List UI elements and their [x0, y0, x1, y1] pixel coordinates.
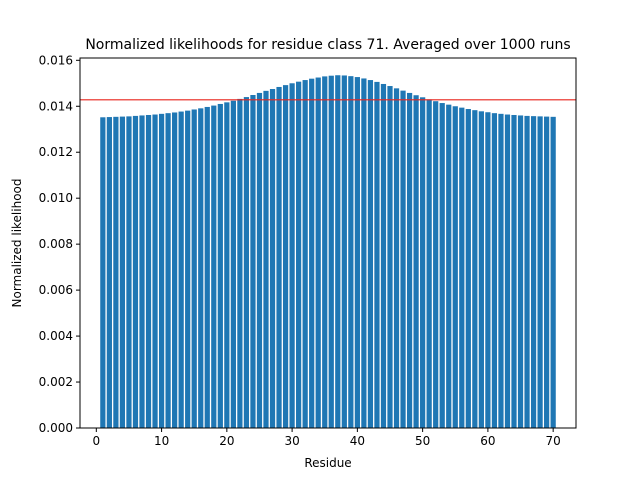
- bar: [204, 106, 210, 428]
- bar: [380, 83, 387, 428]
- bar: [452, 106, 458, 428]
- bar: [446, 104, 452, 429]
- bar: [309, 78, 315, 429]
- y-tick-label: 0.010: [39, 191, 73, 205]
- bar: [282, 85, 289, 429]
- bar: [393, 88, 400, 428]
- bars-group: [100, 75, 556, 429]
- bar: [374, 81, 380, 429]
- bar: [433, 101, 439, 428]
- x-tick-label: 20: [219, 434, 234, 448]
- bar: [361, 78, 367, 428]
- y-tick-label: 0.006: [39, 283, 73, 297]
- bar: [485, 112, 491, 429]
- bar: [276, 86, 282, 429]
- y-tick-label: 0.008: [39, 237, 73, 251]
- bar: [172, 112, 178, 428]
- x-tick-label: 30: [284, 434, 299, 448]
- bar: [191, 109, 197, 428]
- bar: [230, 100, 236, 428]
- bar: [132, 115, 139, 428]
- bar: [139, 115, 145, 428]
- x-tick-label: 40: [350, 434, 365, 448]
- bar: [420, 97, 426, 429]
- bar: [439, 103, 445, 428]
- plot-frame: [79, 57, 577, 429]
- bar: [504, 114, 511, 428]
- bar: [465, 109, 471, 429]
- bar: [387, 86, 393, 428]
- x-tick-label: 70: [546, 434, 561, 448]
- bar: [322, 76, 328, 428]
- bar: [289, 83, 295, 428]
- bar: [302, 80, 308, 428]
- x-tick-label: 50: [415, 434, 430, 448]
- bar: [100, 117, 106, 428]
- y-tick-label: 0.014: [39, 99, 73, 113]
- bar: [511, 114, 517, 429]
- y-tick-label: 0.002: [39, 375, 73, 389]
- bar: [335, 75, 341, 429]
- bar: [178, 111, 184, 429]
- x-axis-label: Residue: [304, 456, 351, 470]
- bar: [406, 92, 413, 429]
- x-ticks-group: 0 10 20 30 40 50 60 70: [92, 428, 561, 448]
- y-tick-label: 0.016: [39, 53, 73, 67]
- bar: [217, 103, 223, 429]
- bar: [426, 99, 432, 429]
- bar: [250, 95, 256, 428]
- y-tick-label: 0.000: [39, 421, 73, 435]
- bar: [185, 110, 191, 428]
- bar: [400, 90, 406, 428]
- bar: [491, 113, 498, 428]
- bar: [517, 115, 524, 428]
- bar: [211, 105, 217, 428]
- bar: [348, 76, 354, 428]
- bar: [328, 75, 334, 428]
- bar: [256, 92, 263, 429]
- bar: [126, 116, 132, 429]
- bar: [472, 110, 478, 429]
- bar: [269, 89, 276, 429]
- bar: [459, 107, 465, 428]
- bar: [530, 116, 537, 428]
- bar: [158, 113, 165, 428]
- bar: [145, 114, 152, 429]
- bar: [537, 116, 543, 429]
- x-tick-label: 0: [92, 434, 100, 448]
- y-axis-label: Normalized likelihood: [10, 178, 24, 307]
- bar: [224, 102, 230, 428]
- bar: [263, 90, 269, 429]
- bar: [367, 80, 374, 428]
- chart-title: Normalized likelihoods for residue class…: [85, 37, 570, 53]
- bar: [341, 75, 347, 428]
- bar: [544, 116, 550, 428]
- axes-group: [79, 57, 577, 429]
- bar: [478, 111, 484, 428]
- bar: [524, 115, 530, 428]
- bar: [354, 77, 360, 428]
- y-ticks-group: 0.000 0.002 0.004 0.006 0.008 0.010 0.012 0.014…: [39, 53, 80, 435]
- bar: [296, 81, 302, 429]
- bar: [113, 116, 119, 428]
- bar: [152, 114, 158, 428]
- bar: [237, 98, 243, 428]
- bar: [315, 77, 321, 428]
- bar: [119, 116, 126, 428]
- bar: [198, 108, 204, 428]
- bar: [243, 97, 250, 428]
- y-tick-label: 0.004: [39, 329, 73, 343]
- bar: [413, 95, 419, 428]
- bar: [550, 116, 556, 428]
- bar: [165, 113, 171, 428]
- y-tick-label: 0.012: [39, 145, 73, 159]
- x-tick-label: 10: [154, 434, 169, 448]
- bar: [498, 113, 504, 428]
- bar: [106, 117, 112, 428]
- x-tick-label: 60: [480, 434, 495, 448]
